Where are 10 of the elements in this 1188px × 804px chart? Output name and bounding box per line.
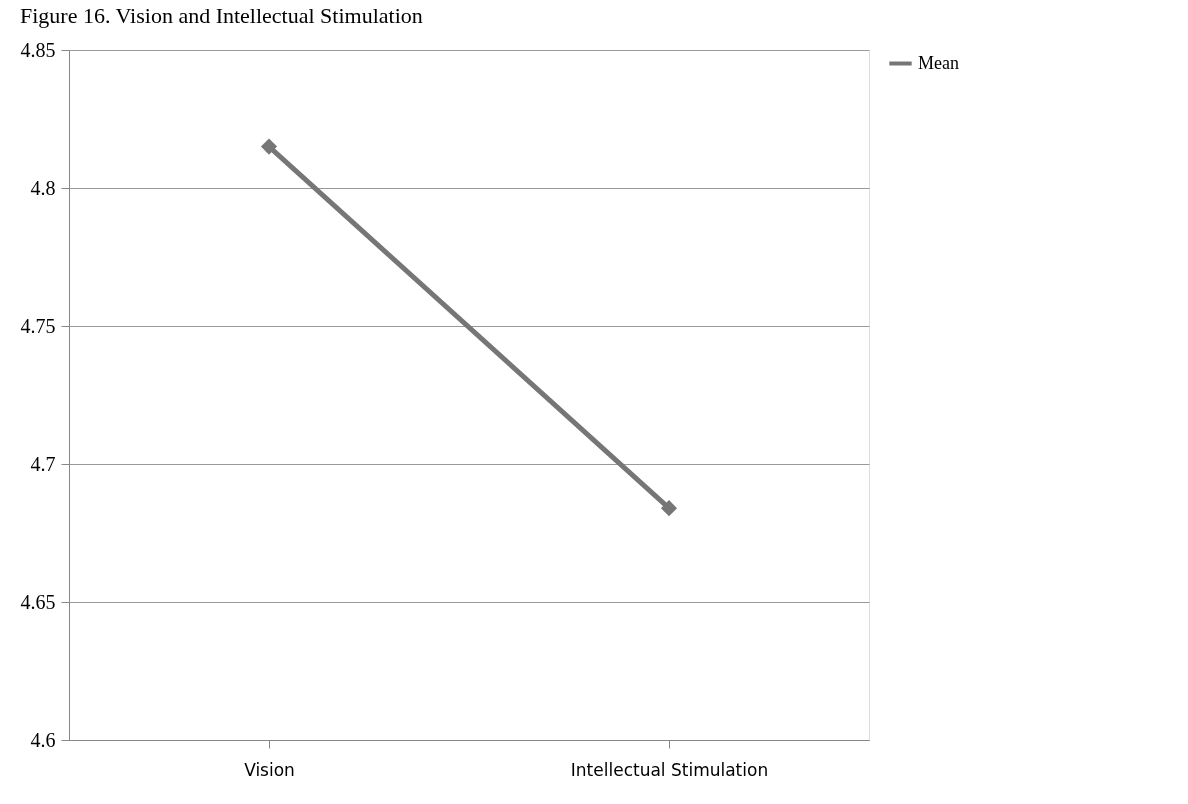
y-tick-label: 4.8 <box>30 176 56 199</box>
chart-title: Figure 16. Vision and Intellectual Stimulation <box>20 3 423 28</box>
y-tick-label: 4.7 <box>30 452 56 475</box>
y-tick-label: 4.65 <box>20 590 56 613</box>
y-tick-label: 4.6 <box>30 728 56 751</box>
x-tick-label: Intellectual Stimulation <box>570 759 769 780</box>
legend-label: Mean <box>918 52 959 73</box>
y-tick-label: 4.75 <box>20 314 56 337</box>
x-tick-label: Vision <box>244 759 295 780</box>
y-tick-label: 4.85 <box>20 38 56 61</box>
